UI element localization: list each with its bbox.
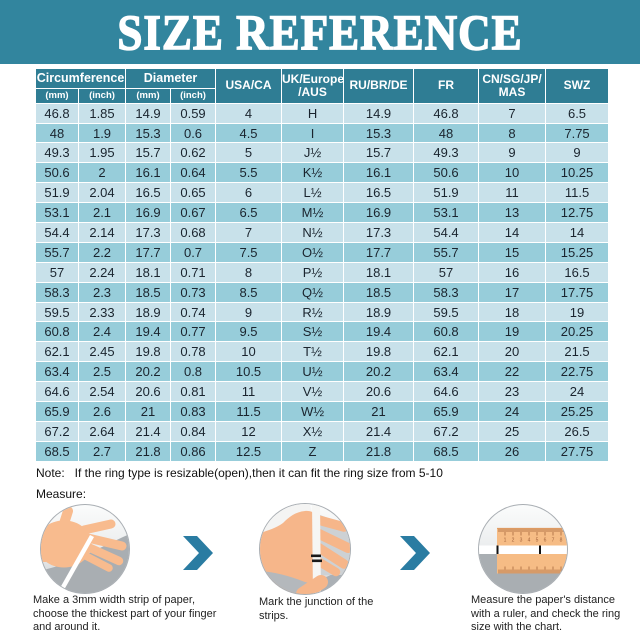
- svg-text:1: 1: [504, 538, 507, 544]
- svg-text:5: 5: [536, 538, 539, 544]
- svg-text:7: 7: [552, 538, 555, 544]
- svg-text:6: 6: [544, 538, 547, 544]
- svg-text:8: 8: [560, 538, 563, 544]
- svg-text:2: 2: [512, 538, 515, 544]
- svg-text:4: 4: [528, 538, 531, 544]
- svg-text:3: 3: [520, 538, 523, 544]
